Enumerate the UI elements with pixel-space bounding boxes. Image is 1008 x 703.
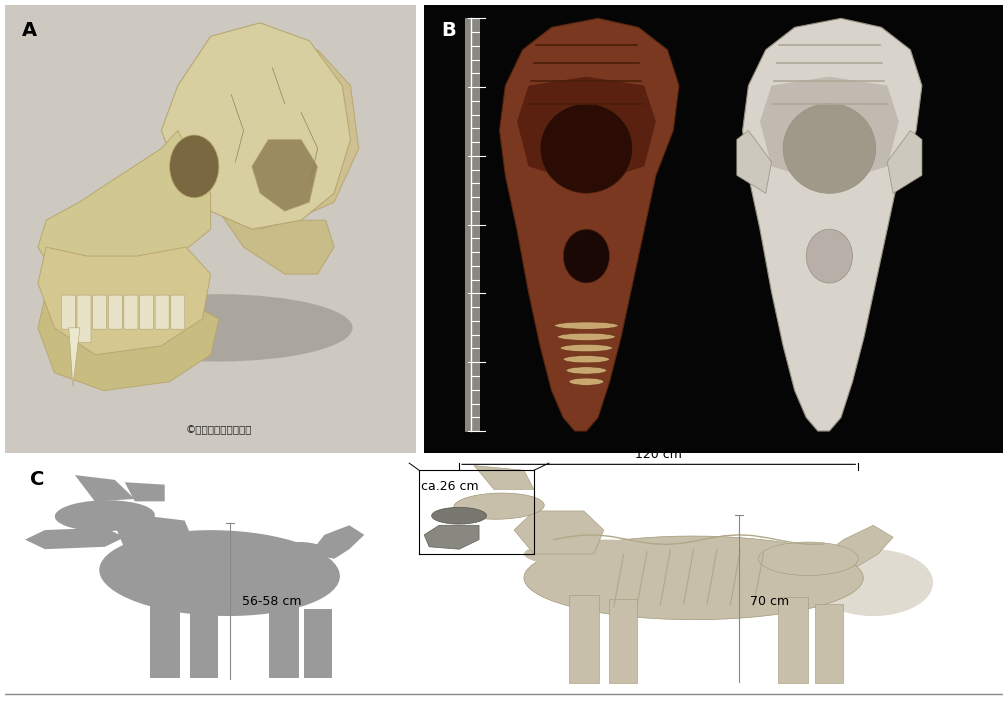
Polygon shape xyxy=(38,292,219,391)
FancyBboxPatch shape xyxy=(139,295,153,329)
FancyBboxPatch shape xyxy=(170,295,184,329)
Bar xyxy=(150,600,179,678)
Polygon shape xyxy=(760,77,899,184)
Text: 70 cm: 70 cm xyxy=(751,595,789,608)
Ellipse shape xyxy=(557,333,615,340)
Ellipse shape xyxy=(566,367,607,374)
FancyBboxPatch shape xyxy=(61,295,76,329)
Text: A: A xyxy=(21,20,36,39)
Ellipse shape xyxy=(86,295,353,361)
Text: 56-58 cm: 56-58 cm xyxy=(242,595,301,608)
FancyBboxPatch shape xyxy=(124,295,138,329)
Ellipse shape xyxy=(569,378,604,385)
Ellipse shape xyxy=(758,542,858,576)
FancyBboxPatch shape xyxy=(155,295,169,329)
Bar xyxy=(815,604,844,683)
Polygon shape xyxy=(75,475,135,501)
FancyBboxPatch shape xyxy=(108,295,122,329)
Text: B: B xyxy=(442,20,457,39)
Ellipse shape xyxy=(563,229,610,283)
Ellipse shape xyxy=(454,493,544,520)
Polygon shape xyxy=(38,247,211,355)
Polygon shape xyxy=(309,525,364,559)
Polygon shape xyxy=(813,525,893,566)
Bar xyxy=(304,609,333,678)
Polygon shape xyxy=(260,50,359,220)
Ellipse shape xyxy=(540,103,633,193)
Ellipse shape xyxy=(813,549,933,616)
Text: C: C xyxy=(30,470,44,489)
Polygon shape xyxy=(517,77,656,184)
Polygon shape xyxy=(743,18,922,431)
Text: ©国立歴史民俗博物館: ©国立歴史民俗博物館 xyxy=(185,425,252,435)
Ellipse shape xyxy=(269,542,330,566)
Polygon shape xyxy=(474,465,534,489)
Bar xyxy=(609,600,637,683)
Text: ca.26 cm: ca.26 cm xyxy=(421,480,479,493)
Polygon shape xyxy=(38,131,211,283)
Polygon shape xyxy=(25,528,125,549)
Polygon shape xyxy=(115,516,195,554)
Text: 120 cm: 120 cm xyxy=(635,448,682,460)
Polygon shape xyxy=(125,482,164,501)
Polygon shape xyxy=(219,211,334,274)
Ellipse shape xyxy=(524,540,683,568)
Bar xyxy=(778,597,808,683)
Polygon shape xyxy=(500,18,679,431)
Polygon shape xyxy=(737,131,771,193)
Bar xyxy=(569,595,599,683)
Ellipse shape xyxy=(524,536,863,619)
Ellipse shape xyxy=(560,344,613,352)
Polygon shape xyxy=(252,139,318,211)
Polygon shape xyxy=(514,511,604,554)
Ellipse shape xyxy=(783,103,876,193)
Ellipse shape xyxy=(54,501,155,531)
Ellipse shape xyxy=(806,229,853,283)
Ellipse shape xyxy=(563,356,610,363)
FancyBboxPatch shape xyxy=(77,295,91,342)
Ellipse shape xyxy=(99,530,340,616)
Polygon shape xyxy=(424,525,479,549)
FancyBboxPatch shape xyxy=(93,295,107,329)
Ellipse shape xyxy=(554,322,618,329)
Ellipse shape xyxy=(169,135,219,198)
Polygon shape xyxy=(887,131,922,193)
Bar xyxy=(269,602,299,678)
Polygon shape xyxy=(69,328,80,386)
Polygon shape xyxy=(161,23,351,229)
Bar xyxy=(190,607,218,678)
Ellipse shape xyxy=(431,508,487,524)
Bar xyxy=(465,18,480,431)
